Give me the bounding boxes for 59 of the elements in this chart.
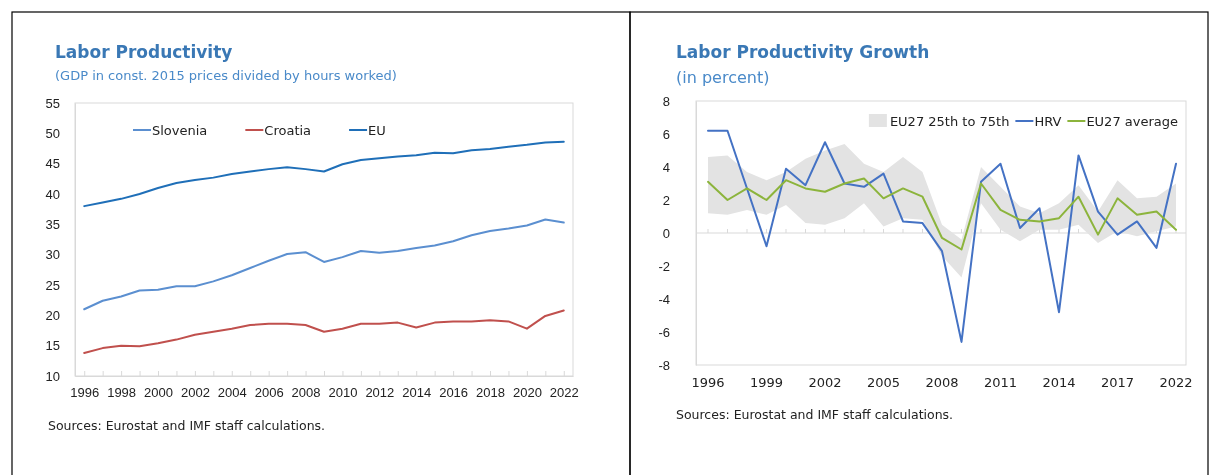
line-series — [83, 309, 565, 354]
x-tick-label: 2014 — [402, 385, 432, 401]
source-note: Sources: Eurostat and IMF staff calculations. — [48, 418, 326, 433]
x-tick-label: 2020 — [512, 385, 542, 401]
x-tick-label: 2008 — [291, 385, 321, 401]
x-tick-label: 2010 — [328, 385, 358, 401]
x-tick-label: 2014 — [1042, 375, 1076, 390]
y-tick-label: 35 — [45, 216, 60, 232]
y-tick-label: 6 — [662, 126, 670, 142]
x-tick-label: 2017 — [1100, 375, 1135, 390]
x-tick-label: 2008 — [925, 375, 959, 390]
x-tick-label: 2022 — [1159, 375, 1193, 390]
legend-label: EU27 25th to 75th — [889, 114, 1010, 129]
chart-title: Labor Productivity — [55, 42, 233, 62]
y-tick-label: -4 — [658, 291, 670, 307]
legend-label: EU — [368, 123, 386, 138]
y-tick-label: 20 — [45, 307, 60, 323]
legend-label: EU27 average — [1086, 114, 1178, 129]
x-tick-label: 2012 — [365, 385, 395, 401]
source-note: Sources: Eurostat and IMF staff calculations. — [676, 407, 954, 422]
line-series — [83, 140, 565, 208]
chart-title: Labor Productivity Growth — [676, 42, 930, 62]
y-tick-label: -2 — [658, 258, 670, 274]
x-tick-label: 2005 — [866, 375, 901, 390]
x-tick-label: 2018 — [476, 385, 505, 401]
y-tick-label: 8 — [662, 93, 670, 109]
y-tick-label: 45 — [45, 156, 60, 172]
y-tick-label: 0 — [662, 225, 670, 241]
legend-label: Croatia — [264, 123, 312, 138]
x-tick-label: 1999 — [749, 375, 784, 390]
y-tick-label: 2 — [662, 192, 670, 208]
y-tick-label: 15 — [45, 338, 60, 354]
line-series — [83, 218, 565, 311]
x-tick-label: 2002 — [808, 375, 842, 390]
y-tick-label: 55 — [45, 95, 60, 111]
legend-label: Slovenia — [152, 123, 208, 138]
x-tick-label: 2000 — [144, 385, 173, 401]
x-tick-label: 2016 — [439, 385, 469, 401]
y-tick-label: 10 — [45, 368, 60, 384]
y-tick-label: 25 — [45, 277, 60, 293]
legend-label: HRV — [1034, 114, 1062, 129]
line-series — [707, 129, 1177, 343]
y-tick-label: 40 — [45, 186, 60, 202]
y-tick-label: 30 — [45, 247, 60, 263]
x-tick-label: 2002 — [180, 385, 210, 401]
chart-subtitle: (in percent) — [676, 68, 770, 87]
x-tick-label: 2022 — [549, 385, 579, 401]
x-tick-label: 1996 — [691, 375, 725, 390]
x-tick-label: 2011 — [983, 375, 1018, 390]
y-tick-label: 50 — [45, 125, 60, 141]
y-tick-label: -6 — [658, 324, 670, 340]
y-tick-label: 4 — [662, 159, 670, 175]
x-tick-label: 2004 — [217, 385, 247, 401]
x-tick-label: 1998 — [107, 385, 137, 401]
x-tick-label: 2006 — [254, 385, 284, 401]
chart-subtitle: (GDP in const. 2015 prices divided by hours worked) — [55, 68, 397, 83]
y-tick-label: -8 — [658, 357, 670, 373]
line-series — [707, 177, 1177, 251]
x-tick-label: 1996 — [70, 385, 100, 401]
